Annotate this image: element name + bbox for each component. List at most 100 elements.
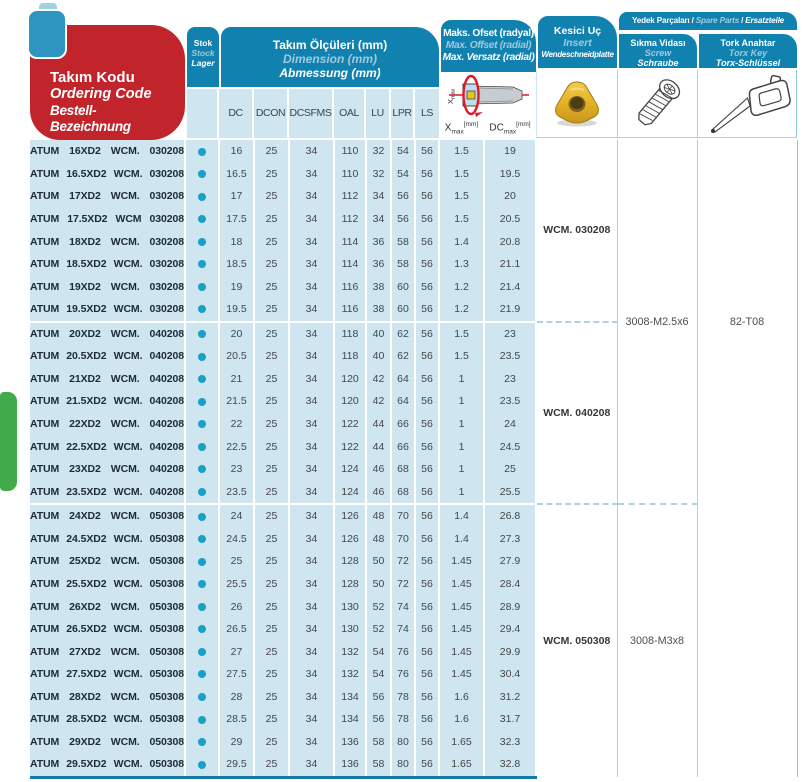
lu-value-cell: 36 [365,252,392,276]
ls-value-cell: 56 [414,185,440,208]
ls-value-cell: 56 [414,503,440,528]
lpr-value-cell: 72 [390,572,416,596]
dcmax-value-cell: 20 [483,185,537,208]
dc-value-cell: 27.5 [218,662,255,686]
product-code-cell: ATUM 29XD2 WCM. 050308 [30,730,185,754]
dcon-value-cell: 25 [253,457,290,481]
dcsfms-value-cell: 34 [288,550,335,573]
dcsfms-value-cell: 34 [288,230,335,253]
lu-value-cell: 44 [365,412,392,436]
torx-merged-cell [696,504,798,778]
stock-cell [184,708,220,731]
dcsfms-value-cell: 34 [288,640,335,663]
lu-value-cell: 42 [365,390,392,413]
product-code-cell: ATUM 27.5XD2 WCM. 050308 [30,662,185,686]
stock-dot-icon [198,397,206,406]
ls-value-cell: 56 [414,207,440,231]
offset-label-tr: Maks. Ofset (radyal) [443,28,534,39]
ls-value-cell: 56 [414,412,440,436]
lu-value-cell: 32 [365,162,392,186]
dcmax-value-cell: 23 [483,320,537,346]
lu-value-cell: 38 [365,297,392,322]
oal-value-cell: 128 [333,550,367,573]
torx-key-image-cell [697,70,797,138]
stock-dot-icon [198,237,206,246]
ls-value-cell: 56 [414,297,440,322]
table-row: ATUM 27XD2 WCM. 050308 27 25 34 132 54 7… [30,640,797,663]
dcsfms-value-cell: 34 [288,753,335,779]
dcsfms-value-cell: 34 [288,457,335,481]
lu-value-cell: 58 [365,753,392,779]
stock-dot-icon [198,442,206,451]
dcon-value-cell: 25 [253,572,290,596]
xmax-value-cell: 1.45 [438,595,485,618]
spare-parts-band: Yedek Parçaları / Spare Parts / Ersatzte… [617,10,799,32]
ls-value-cell: 56 [414,252,440,276]
dcon-value-cell: 25 [253,252,290,276]
stock-dot-icon [198,305,206,314]
dcon-value-cell: 25 [253,435,290,458]
dcsfms-value-cell: 34 [288,297,335,322]
stock-cell [184,480,220,504]
product-code-cell: ATUM 20XD2 WCM. 040208 [30,320,185,346]
stock-cell [184,367,220,391]
dcon-value-cell: 25 [253,345,290,368]
ls-value-cell: 56 [414,595,440,618]
xmax-value-cell: 1.5 [438,185,485,208]
stock-cell [184,185,220,208]
table-row: ATUM 25XD2 WCM. 050308 25 25 34 128 50 7… [30,550,797,573]
stock-dot-icon [198,487,206,496]
table-row: ATUM 20.5XD2 WCM. 040208 20.5 25 34 118 … [30,345,797,368]
dcon-value-cell: 25 [253,595,290,618]
xmax-value-cell: 1.5 [438,140,485,163]
col-header-dc: DC [219,89,254,138]
ls-value-cell: 56 [414,230,440,253]
stock-dot-icon [198,170,206,179]
dc-value-cell: 18 [218,230,255,253]
table-row: ATUM 16XD2 WCM. 030208 16 25 34 110 32 5… [30,140,798,504]
dcmax-value-cell: 29.9 [483,640,537,663]
ls-value-cell: 56 [414,320,440,346]
dc-value-cell: 28.5 [218,708,255,731]
stock-cell [184,435,220,458]
dcon-value-cell: 25 [253,162,290,186]
lpr-value-cell: 78 [390,708,416,731]
table-row: ATUM 23XD2 WCM. 040208 23 25 34 124 46 6… [30,457,797,481]
dc-value-cell: 26 [218,595,255,618]
stock-cell [184,640,220,663]
table-row: ATUM 23.5XD2 WCM. 040208 23.5 25 34 124 … [30,480,797,504]
dcmax-value-cell: 30.4 [483,662,537,686]
dcmax-value-cell: 25.5 [483,480,537,504]
table-row: ATUM 29.5XD2 WCM. 050308 29.5 25 34 136 … [30,753,797,779]
screw-image-cell [617,70,697,138]
oal-value-cell: 116 [333,297,367,322]
dcmax-value-cell: 28.9 [483,595,537,618]
torx-label-en: Torx Key [728,48,768,58]
screw-label-en: Screw [644,48,672,58]
dc-value-cell: 17 [218,185,255,208]
dcmax-value-cell: 21.1 [483,252,537,276]
xmax-value-cell: 1.6 [438,708,485,731]
dcon-value-cell: 25 [253,550,290,573]
ls-value-cell: 56 [414,435,440,458]
oal-value-cell: 120 [333,390,367,413]
ls-value-cell: 56 [414,662,440,686]
stock-cell [184,662,220,686]
dc-value-cell: 26.5 [218,617,255,641]
dc-value-cell: 28 [218,685,255,709]
oal-value-cell: 136 [333,730,367,754]
stock-cell [184,550,220,573]
product-code-cell: ATUM 19.5XD2 WCM. 030208 [30,297,185,322]
col-header-dcsfms: DCSFMS [289,89,334,138]
lu-value-cell: 46 [365,480,392,504]
torx-merged-cell: 82-T08 [696,140,798,504]
dcon-value-cell: 25 [253,297,290,322]
dcsfms-value-cell: 34 [288,412,335,436]
lpr-value-cell: 58 [390,230,416,253]
dc-value-cell: 23 [218,457,255,481]
dimension-column-headers: DC DCON DCSFMS OAL LU LPR LS [219,89,439,138]
xmax-value-cell: 1.45 [438,550,485,573]
dcmax-value-cell: 27.3 [483,527,537,551]
xmax-value-cell: 1.4 [438,230,485,253]
oal-value-cell: 122 [333,435,367,458]
